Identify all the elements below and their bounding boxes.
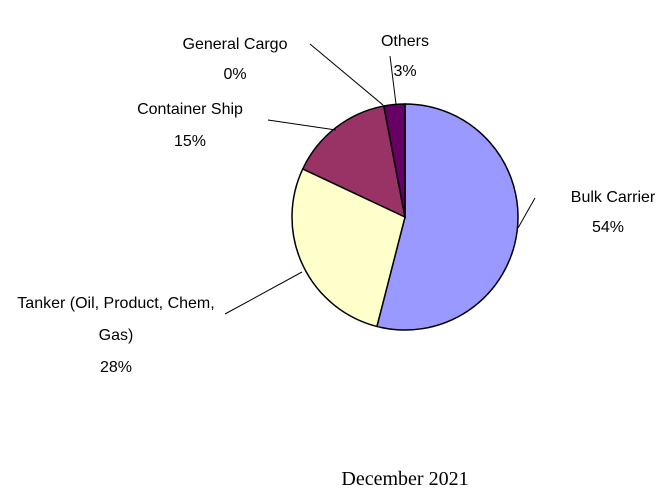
percent-label: 3%	[393, 63, 417, 80]
leader-line	[267, 119, 337, 131]
category-label: General Cargo	[182, 36, 288, 53]
leader-line	[389, 55, 397, 105]
percent-label: 28%	[99, 359, 133, 376]
category-label: Container Ship	[137, 101, 243, 118]
pie-slice	[301, 105, 407, 219]
category-label: Others	[380, 33, 429, 50]
percent-label: 0%	[223, 66, 247, 83]
pie-slice	[375, 103, 519, 331]
percent-label: 54%	[591, 219, 625, 236]
pie-slice	[291, 167, 406, 328]
percent-label: 15%	[173, 133, 207, 150]
chart-title: December 2021	[341, 468, 469, 490]
category-label: Bulk Carrier	[570, 189, 656, 206]
pie-slice	[382, 103, 406, 218]
category-label: Tanker (Oil, Product, Chem, Gas)	[17, 295, 215, 344]
leader-line	[309, 43, 384, 106]
leader-line	[224, 271, 303, 315]
leader-line	[517, 197, 536, 229]
